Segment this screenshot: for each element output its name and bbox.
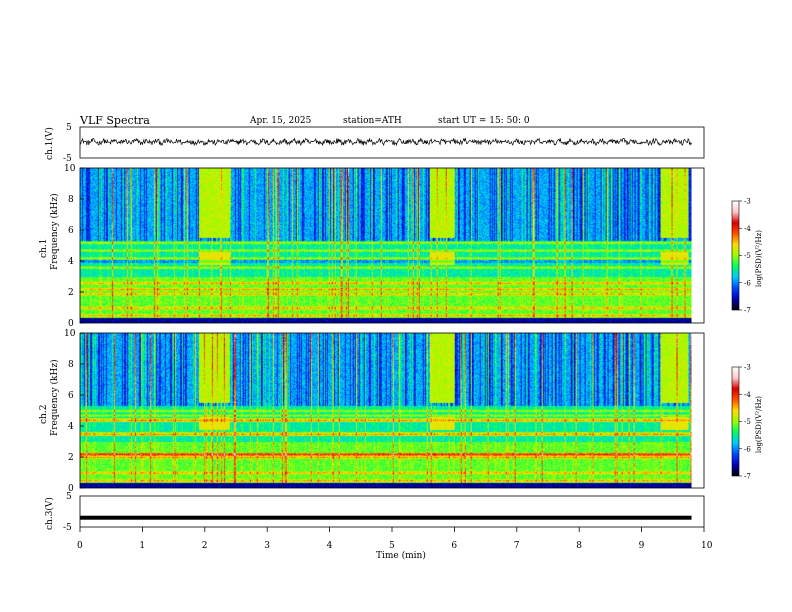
start-time-label: start UT = 15: 50: 0	[438, 116, 530, 126]
time-tick-label: 3	[264, 541, 270, 551]
ch1-spectrogram-image	[80, 168, 692, 323]
ch3-waveform-line	[80, 515, 692, 520]
ch3-ytick-top: 5	[66, 492, 72, 502]
colorbar-ch1-ticks: -3 -4 -5 -6 -7	[739, 198, 751, 315]
ch3-ytick-bottom: -5	[63, 523, 72, 533]
time-tick-label: 2	[202, 541, 208, 551]
time-tick-label: 8	[576, 541, 582, 551]
ch2-spectrogram-panel: 0 2 4 6 8 10 ch.2 Frequency (kHz)	[39, 329, 705, 494]
time-tick-label: 5	[389, 541, 395, 551]
time-tick-label: 6	[451, 541, 457, 551]
time-tick-label: 7	[514, 541, 520, 551]
colorbar-tick-label: -7	[744, 473, 751, 481]
freq-tick-label: 10	[64, 329, 76, 339]
ch3-ylabel: ch.3(V)	[44, 497, 55, 530]
colorbar-tick-label: -5	[744, 418, 751, 426]
colorbar-tick-label: -6	[744, 279, 751, 287]
ch3-panel: 5 -5 ch.3(V) 0 1 2 3 4 5 6 7 8 9 10 Time (min)	[44, 492, 713, 561]
colorbar-ch1-label: log(PSD)(V²/Hz)	[755, 230, 763, 287]
station-label: station=ATH	[343, 116, 402, 126]
ch2-freq-ticks: 0 2 4 6 8 10	[64, 329, 84, 494]
time-axis-label: Time (min)	[376, 550, 426, 561]
colorbar-tick-label: -4	[744, 391, 751, 399]
ch1-spectrogram-frame	[79, 167, 705, 324]
colorbar-tick-label: -3	[744, 198, 751, 206]
ch1-freq-ylabel: Frequency (kHz)	[49, 193, 60, 270]
freq-tick-label: 2	[68, 453, 74, 463]
colorbar-tick-label: -6	[744, 445, 751, 453]
ch2-channel-label: ch.2	[39, 405, 49, 424]
colorbar-tick-label: -7	[744, 307, 751, 315]
time-tick-label: 10	[701, 541, 713, 551]
freq-tick-label: 8	[68, 195, 74, 205]
freq-tick-label: 4	[68, 257, 74, 267]
time-tick-label: 9	[639, 541, 645, 551]
figure-title: VLF Spectra	[79, 114, 150, 127]
colorbar-ch2-gradient	[731, 366, 740, 477]
ch1-spectrogram-panel: 0 2 4 6 8 10 ch.1 Frequency (kHz)	[39, 164, 705, 329]
ch2-spectrogram-frame	[79, 332, 705, 489]
ch1-waveform-line	[79, 137, 692, 147]
ch3-frame	[79, 495, 705, 528]
colorbar-ch2: -3 -4 -5 -6 -7 log(PSD)(V²/Hz)	[731, 364, 763, 481]
colorbar-tick-label: -4	[744, 225, 751, 233]
freq-tick-label: 10	[64, 164, 76, 174]
ch1-panel: 5 -5 ch.1(V)	[44, 123, 705, 164]
colorbar-tick-label: -5	[744, 252, 751, 260]
freq-tick-label: 0	[68, 484, 74, 494]
freq-tick-label: 8	[68, 360, 74, 370]
date-label: Apr. 15, 2025	[249, 116, 312, 126]
colorbar-ch1: -3 -4 -5 -6 -7 log(PSD)(V²/Hz)	[731, 198, 763, 315]
colorbar-ch2-ticks: -3 -4 -5 -6 -7	[739, 364, 751, 481]
ch2-spectrogram-image	[80, 333, 692, 488]
ch2-freq-ylabel: Frequency (kHz)	[49, 359, 60, 436]
time-tick-label: 0	[77, 541, 83, 551]
freq-tick-label: 6	[68, 226, 74, 236]
colorbar-ch1-gradient	[731, 200, 740, 311]
freq-tick-label: 4	[68, 422, 74, 432]
ch1-freq-ticks: 0 2 4 6 8 10	[64, 164, 84, 329]
time-axis-ticks: 0 1 2 3 4 5 6 7 8 9 10	[77, 527, 713, 551]
freq-tick-label: 2	[68, 288, 74, 298]
time-tick-label: 4	[327, 541, 333, 551]
colorbar-tick-label: -3	[744, 364, 751, 372]
ch1-ylabel: ch.1(V)	[44, 127, 55, 160]
ch1-ytick-top: 5	[66, 123, 72, 133]
time-tick-label: 1	[139, 541, 145, 551]
ch1-ytick-bottom: -5	[63, 154, 72, 164]
colorbar-ch2-label: log(PSD)(V²/Hz)	[755, 396, 763, 453]
ch1-channel-label: ch.1	[39, 239, 49, 258]
freq-tick-label: 0	[68, 319, 74, 329]
freq-tick-label: 6	[68, 391, 74, 401]
